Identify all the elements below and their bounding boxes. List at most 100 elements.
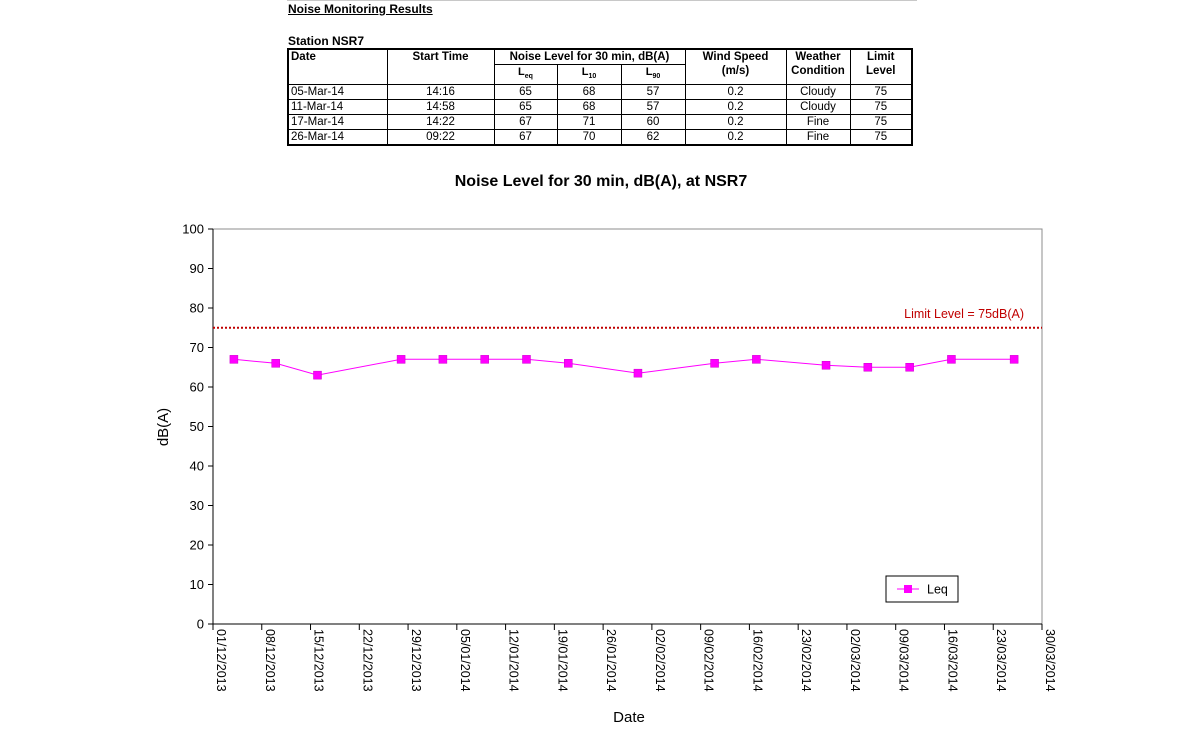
- cell-leq: 65: [493, 84, 558, 101]
- cell-weather: Fine: [785, 129, 851, 146]
- data-point: [863, 363, 873, 372]
- data-point: [313, 370, 322, 380]
- table-row: 05-Mar-14 14:16 65 68 57 0.2 Cloudy 75: [287, 84, 913, 101]
- x-tick-label: 16/02/2014: [750, 629, 764, 692]
- plot-area: [212, 228, 1043, 625]
- header-l90-main: L: [645, 66, 653, 78]
- x-tick-label: 09/02/2014: [702, 629, 716, 692]
- cell-l90: 62: [620, 129, 686, 146]
- header-l90: L90: [620, 63, 686, 86]
- x-tick-label: 08/12/2013: [263, 629, 277, 692]
- limit-group: Limit Level = 75dB(A): [213, 307, 1042, 329]
- report-heading: Noise Monitoring Results: [288, 2, 433, 16]
- y-tick-label: 100: [182, 222, 204, 237]
- header-wind-speed-unit: (m/s): [721, 65, 750, 77]
- top-divider: [287, 0, 917, 1]
- header-wind-speed: Wind Speed (m/s): [684, 48, 787, 86]
- legend-marker: [904, 585, 912, 593]
- x-tick-label: 29/12/2013: [409, 629, 423, 692]
- cell-date: 26-Mar-14: [287, 129, 388, 146]
- plot-frame: [212, 228, 1043, 625]
- y-tick-label: 90: [190, 261, 204, 276]
- y-tick-label: 30: [190, 498, 204, 513]
- x-axis-label: Date: [613, 709, 645, 726]
- cell-wind-speed: 0.2: [684, 114, 787, 131]
- results-table: Date Start Time Noise Level for 30 min, …: [287, 48, 913, 147]
- data-point: [905, 363, 914, 372]
- y-tick-label: 50: [190, 419, 204, 434]
- series-group: [229, 355, 1019, 380]
- y-tick-label: 20: [190, 538, 204, 553]
- x-tick-label: 16/03/2014: [945, 629, 959, 692]
- data-point: [947, 355, 956, 364]
- cell-leq: 67: [493, 114, 558, 131]
- data-point: [752, 355, 761, 364]
- header-limit-label-2: Level: [866, 65, 896, 77]
- x-tick-label: 23/02/2014: [799, 629, 813, 692]
- data-point: [633, 368, 643, 378]
- header-wind-speed-label: Wind Speed: [702, 51, 769, 63]
- x-tick-label: 30/03/2014: [1043, 629, 1057, 692]
- y-tick-label: 70: [190, 340, 204, 355]
- header-start-time: Start Time: [386, 48, 495, 86]
- cell-l10: 71: [556, 114, 622, 131]
- series-line-leq: [233, 358, 1015, 376]
- x-axis: 01/12/2013 08/12/2013 15/12/2013 22/12/2013…: [212, 624, 1057, 692]
- x-tick-label: 09/03/2014: [897, 629, 911, 692]
- header-weather-label: Weather: [795, 51, 841, 63]
- x-tick-label: 26/01/2014: [604, 629, 618, 692]
- x-tick-label: 12/01/2014: [507, 629, 521, 692]
- limit-label: Limit Level = 75dB(A): [904, 307, 1024, 321]
- data-point: [1009, 355, 1019, 364]
- data-point: [271, 359, 280, 368]
- x-tick-label: 02/03/2014: [848, 629, 862, 692]
- cell-start-time: 09:22: [386, 129, 495, 146]
- x-tick-label: 15/12/2013: [312, 629, 326, 692]
- header-l10-main: L: [581, 66, 589, 78]
- y-tick-label: 80: [190, 301, 204, 316]
- cell-start-time: 14:22: [386, 114, 495, 131]
- y-tick-label: 10: [190, 577, 204, 592]
- data-point: [480, 355, 489, 364]
- header-l10-sub: 10: [588, 73, 597, 81]
- y-tick-label: 40: [190, 459, 204, 474]
- header-l10: L10: [556, 63, 622, 86]
- legend-label: Leq: [927, 583, 948, 597]
- x-tick-label: 01/12/2013: [214, 629, 228, 692]
- y-axis: 0 10 20 30 40 50 60 70 80 90 100: [182, 222, 213, 632]
- cell-limit: 75: [849, 114, 913, 131]
- cell-weather: Fine: [785, 114, 851, 131]
- cell-limit: 75: [849, 129, 913, 146]
- header-limit-label: Limit: [867, 51, 895, 63]
- cell-limit: 75: [849, 84, 913, 101]
- x-tick-label: 23/03/2014: [994, 629, 1008, 692]
- header-leq: Leq: [493, 63, 558, 86]
- x-tick-label: 19/01/2014: [555, 629, 569, 692]
- y-axis-label: dB(A): [155, 408, 172, 446]
- x-tick-label: 22/12/2013: [360, 629, 374, 692]
- cell-weather: Cloudy: [785, 99, 851, 116]
- x-tick-label: 02/02/2014: [653, 629, 667, 692]
- header-weather-label-2: Condition: [791, 65, 845, 77]
- data-point: [229, 355, 239, 364]
- table-row: 17-Mar-14 14:22 67 71 60 0.2 Fine 75: [287, 114, 913, 131]
- cell-date: 11-Mar-14: [287, 99, 388, 116]
- data-point: [438, 355, 448, 364]
- data-point: [821, 361, 831, 370]
- data-point: [396, 355, 406, 364]
- header-leq-main: L: [518, 66, 525, 78]
- x-tick-label: 05/01/2014: [458, 629, 472, 692]
- data-point: [522, 355, 531, 364]
- station-label: Station NSR7: [288, 34, 365, 48]
- cell-wind-speed: 0.2: [684, 129, 787, 146]
- y-tick-label: 0: [197, 617, 204, 632]
- data-point: [564, 359, 573, 368]
- chart-title: Noise Level for 30 min, dB(A), at NSR7: [454, 173, 748, 190]
- cell-date: 17-Mar-14: [287, 114, 388, 131]
- table-row: 26-Mar-14 09:22 67 70 62 0.2 Fine 75: [287, 129, 913, 146]
- data-point: [710, 359, 719, 368]
- header-l90-sub: 90: [652, 73, 661, 81]
- legend: Leq: [885, 575, 959, 603]
- y-tick-label: 60: [190, 380, 204, 395]
